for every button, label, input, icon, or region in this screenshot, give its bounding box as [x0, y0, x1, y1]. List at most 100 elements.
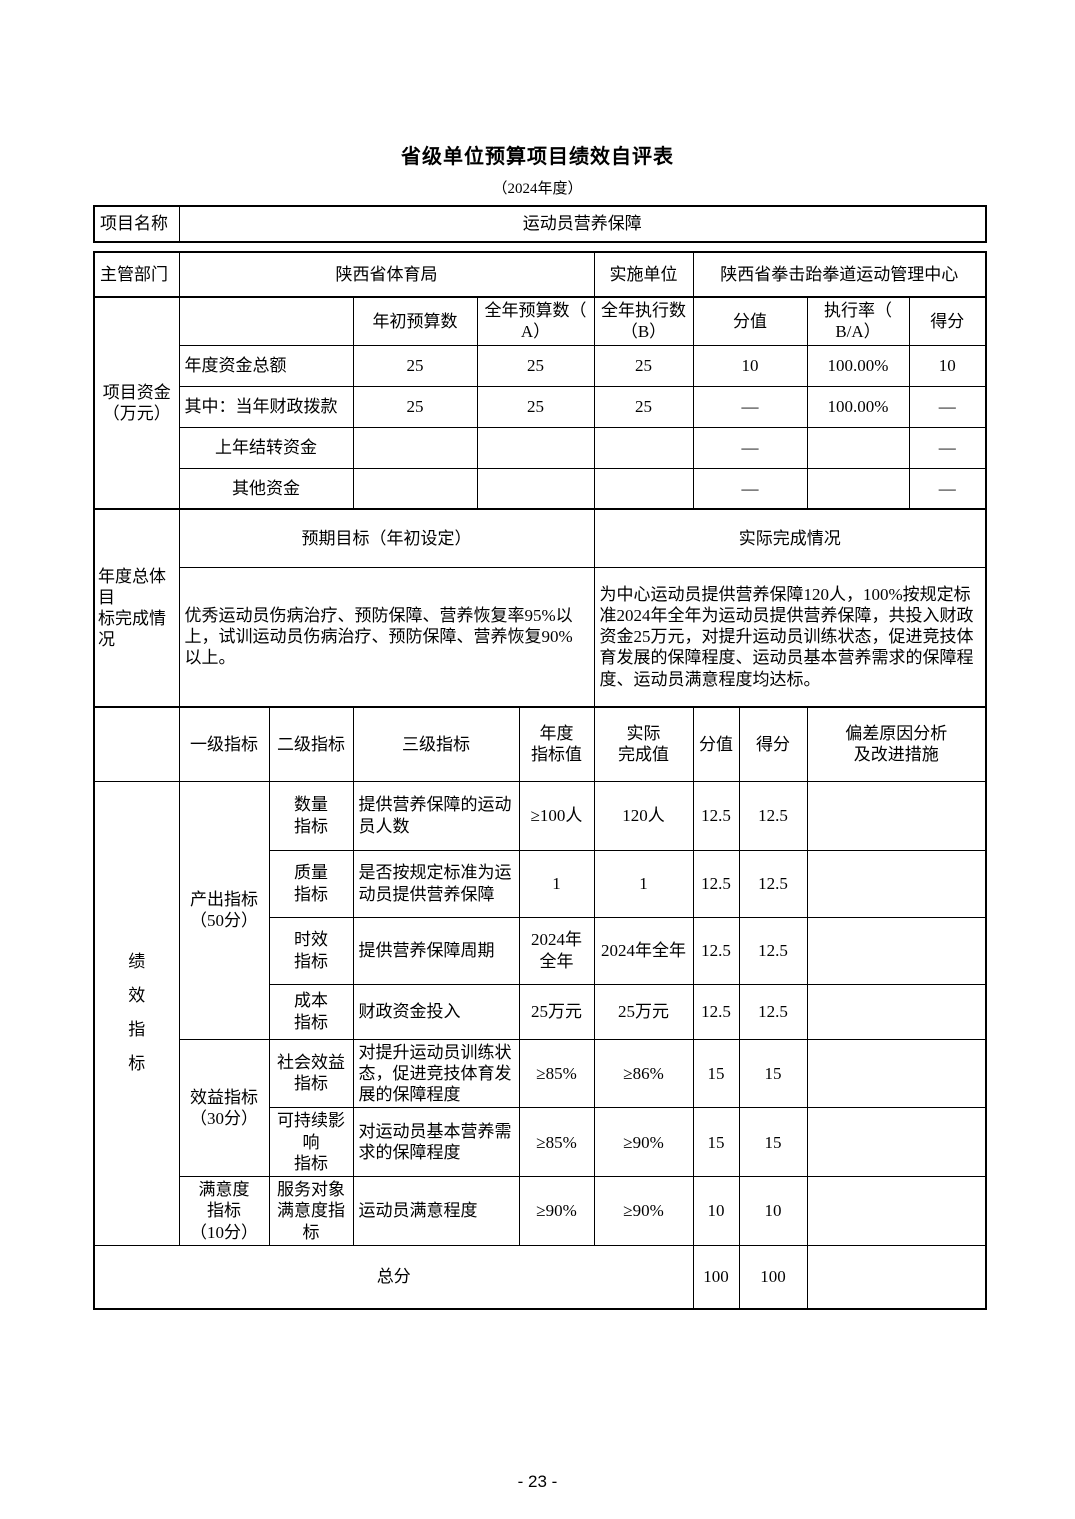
- level1-benefit: 效益指标 （30分）: [178, 1038, 270, 1177]
- expected-goal-text: 优秀运动员伤病治疗、预防保障、营养恢复率95%以上，试训运动员伤病治疗、预防保障…: [178, 566, 595, 708]
- col-deviation: 偏差原因分析 及改进措施: [806, 706, 987, 782]
- deviation-cell: [806, 1038, 987, 1109]
- deviation-cell: [806, 1107, 987, 1177]
- actual-completion-text: 为中心运动员提供营养保障120人，100%按规定标准2024年全年为运动员提供营…: [593, 566, 987, 708]
- funds-col-score: 得分: [908, 296, 987, 346]
- funds-row-label: 其他资金: [178, 467, 354, 510]
- funds-col-weight: 分值: [692, 296, 808, 346]
- weight-cell: 12.5: [692, 983, 740, 1040]
- level1-satisfaction: 满意度 指标 （10分）: [178, 1176, 270, 1246]
- funds-row-carryover: 上年结转资金 — —: [94, 426, 987, 469]
- col-target: 年度 指标值: [518, 706, 595, 782]
- funds-cell-rate: 100.00%: [806, 385, 910, 428]
- indicator-row-timeliness: 时效 指标 提供营养保障周期 2024年 全年 2024年全年 12.5 12.…: [94, 916, 987, 985]
- weight-cell: 12.5: [692, 780, 740, 851]
- funds-cell-rate: [806, 426, 910, 469]
- target-cell: ≥90%: [518, 1176, 595, 1246]
- page-title: 省级单位预算项目绩效自评表: [401, 146, 674, 168]
- indicator-row-quantity: 绩效指标 产出指标 （50分） 数量 指标 提供营养保障的运动员人数 ≥100人…: [93, 780, 987, 1246]
- indicators-left-spacer: [93, 706, 180, 782]
- actual-cell: ≥90%: [593, 1176, 694, 1246]
- actual-cell: ≥90%: [593, 1107, 694, 1177]
- score-cell: 12.5: [738, 780, 808, 851]
- col-weight: 分值: [692, 706, 740, 782]
- funds-cell-rate: 100.00%: [806, 344, 910, 387]
- annual-goal-section: 年度总体目 标完成情况 预期目标（年初设定） 实际完成情况 优秀运动员伤病治疗、…: [93, 508, 987, 708]
- funds-cell-initial: 25: [352, 344, 478, 387]
- actual-cell: 2024年全年: [593, 916, 694, 985]
- project-name-value: 运动员营养保障: [178, 205, 987, 243]
- funds-cell-executed: [593, 467, 694, 510]
- indicator-row-quality: 质量 指标 是否按规定标准为运动员提供营养保障 1 1 12.5 12.5: [94, 849, 987, 918]
- funds-row-header: 项目资金 （万元）: [93, 296, 180, 510]
- funds-cell-score: —: [908, 385, 987, 428]
- dept-label: 主管部门: [93, 251, 180, 298]
- level2-cell: 服务对象满意度指标: [268, 1176, 354, 1246]
- target-cell: 25万元: [518, 983, 595, 1040]
- deviation-cell: [806, 849, 987, 918]
- score-cell: 12.5: [738, 983, 808, 1040]
- funds-row-label: 年度资金总额: [178, 344, 354, 387]
- col-level1: 一级指标: [178, 706, 270, 782]
- level1-output: 产出指标 （50分）: [178, 780, 270, 1040]
- deviation-cell: [806, 916, 987, 985]
- funds-cell-score: —: [908, 467, 987, 510]
- funds-cell-score: —: [908, 426, 987, 469]
- col-actual: 实际 完成值: [593, 706, 694, 782]
- weight-cell: 12.5: [692, 916, 740, 985]
- funds-row-label: 上年结转资金: [178, 426, 354, 469]
- indicator-row-cost: 成本 指标 财政资金投入 25万元 25万元 12.5 12.5: [94, 983, 987, 1040]
- annual-goal-row-header: 年度总体目 标完成情况: [93, 508, 180, 708]
- funds-cell-initial: [352, 467, 478, 510]
- total-score-row: 总分 100 100: [93, 1244, 987, 1310]
- target-cell: ≥100人: [518, 780, 595, 851]
- score-cell: 10: [738, 1176, 808, 1246]
- weight-cell: 12.5: [692, 849, 740, 918]
- total-score: 100: [738, 1244, 808, 1310]
- expected-goal-header: 预期目标（年初设定）: [178, 508, 595, 568]
- funds-cell-annual: [476, 426, 595, 469]
- level3-cell: 提供营养保障周期: [352, 916, 520, 985]
- funds-cell-executed: [593, 426, 694, 469]
- funds-cell-weight: —: [692, 385, 808, 428]
- funds-cell-annual: 25: [476, 385, 595, 428]
- self-evaluation-table: 项目名称 运动员营养保障 主管部门 陕西省体育局 实施单位 陕西省拳击跆拳道运动…: [93, 205, 987, 1311]
- impl-unit-value: 陕西省拳击跆拳道运动管理中心: [692, 251, 987, 298]
- indicator-row-sustainability: 可持续影响 指标 对运动员基本营养需求的保障程度 ≥85% ≥90% 15 15: [94, 1107, 987, 1177]
- weight-cell: 15: [692, 1038, 740, 1109]
- project-name-section: 项目名称 运动员营养保障: [93, 205, 987, 243]
- level3-cell: 对提升运动员训练状态，促进竞技体育发展的保障程度: [352, 1038, 520, 1109]
- indicators-row-header-text: 绩效指标: [128, 952, 146, 1074]
- weight-cell: 10: [692, 1176, 740, 1246]
- level2-cell: 社会效益 指标: [268, 1038, 354, 1109]
- department-section: 主管部门 陕西省体育局 实施单位 陕西省拳击跆拳道运动管理中心: [93, 251, 987, 298]
- target-cell: 1: [518, 849, 595, 918]
- level3-cell: 对运动员基本营养需求的保障程度: [352, 1107, 520, 1177]
- col-level3: 三级指标: [352, 706, 520, 782]
- funds-col-annual: 全年预算数（ A）: [476, 296, 595, 346]
- dept-value: 陕西省体育局: [178, 251, 595, 298]
- level3-cell: 财政资金投入: [352, 983, 520, 1040]
- funds-cell-rate: [806, 467, 910, 510]
- score-cell: 15: [738, 1107, 808, 1177]
- deviation-cell: [806, 780, 987, 851]
- score-cell: 12.5: [738, 916, 808, 985]
- funds-section: 项目资金 （万元） 年初预算数 全年预算数（ A） 全年执行数 （B） 分值 执…: [93, 296, 987, 510]
- funds-cell-score: 10: [908, 344, 987, 387]
- total-label: 总分: [93, 1244, 694, 1310]
- indicators-row-header: 绩效指标: [93, 780, 180, 1246]
- funds-col-rate: 执行率（ B/A）: [806, 296, 910, 346]
- level2-cell: 成本 指标: [268, 983, 354, 1040]
- indicator-row-satisfaction: 满意度 指标 （10分） 服务对象满意度指标 运动员满意程度 ≥90% ≥90%…: [94, 1176, 987, 1246]
- funds-row-total: 年度资金总额 25 25 25 10 100.00% 10: [94, 344, 987, 387]
- score-cell: 12.5: [738, 849, 808, 918]
- indicator-row-social-benefit: 效益指标 （30分） 社会效益 指标 对提升运动员训练状态，促进竞技体育发展的保…: [94, 1038, 987, 1177]
- funds-row-label: 其中：当年财政拨款: [178, 385, 354, 428]
- indicators-header-row: 一级指标 二级指标 三级指标 年度 指标值 实际 完成值 分值 得分 偏差原因分…: [93, 706, 987, 782]
- funds-cell-annual: [476, 467, 595, 510]
- page-number: - 23 -: [517, 1472, 558, 1491]
- col-score: 得分: [738, 706, 808, 782]
- target-cell: ≥85%: [518, 1038, 595, 1109]
- actual-completion-header: 实际完成情况: [593, 508, 987, 568]
- project-name-label: 项目名称: [93, 205, 180, 243]
